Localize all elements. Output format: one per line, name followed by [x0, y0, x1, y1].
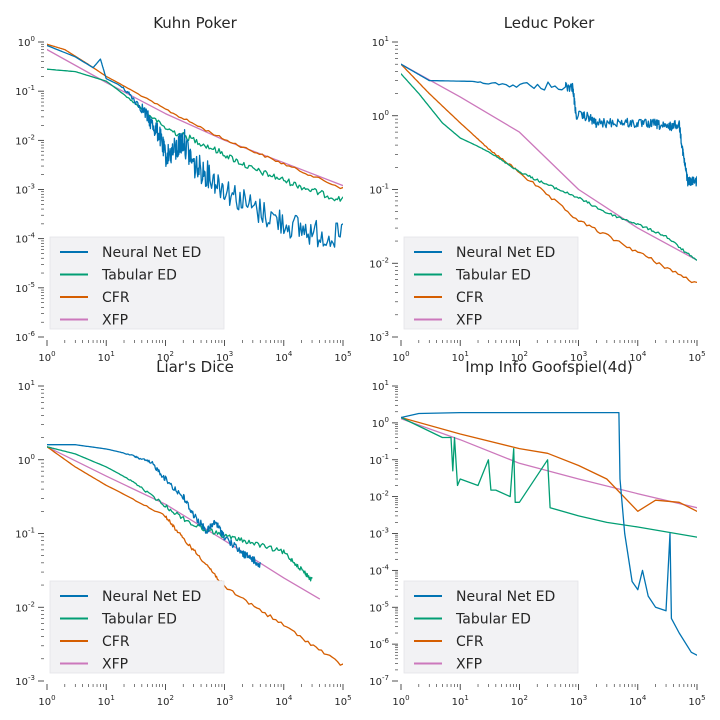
y-tick-label: 100: [372, 109, 389, 123]
series-line-tabular: [47, 68, 343, 202]
x-tick-label: 103: [570, 350, 587, 364]
x-tick-label: 103: [216, 694, 233, 708]
y-tick-label: 10-1: [15, 527, 35, 541]
legend-label-xfp: XFP: [102, 657, 128, 673]
chart-panel-1: Kuhn Poker 100 101 102 103 104 105 10-6 10-5 10-4…: [15, 14, 351, 364]
x-tick-label: 101: [98, 350, 115, 364]
legend-label-tabular: Tabular ED: [101, 268, 177, 284]
y-tick-label: 10-5: [369, 600, 389, 614]
y-tick-label: 10-4: [15, 232, 35, 246]
x-tick-label: 104: [275, 350, 293, 364]
series-line-cfr: [401, 416, 697, 512]
chart-panel-4: Imp Info Goofspiel(4d) 100 101 102 103 104 105…: [369, 358, 705, 708]
y-tick-label: 101: [18, 379, 35, 393]
x-tick-label: 102: [511, 350, 528, 364]
x-tick-label: 104: [629, 694, 647, 708]
series-line-cfr: [47, 446, 343, 666]
chart-panel-3: Liar's Dice 100 101 102 103 104 105 10-3 10-2 10-…: [15, 358, 351, 708]
x-tick-label: 105: [688, 694, 705, 708]
series-line-neural: [401, 63, 697, 187]
x-tick-label: 104: [275, 694, 293, 708]
y-tick-label: 10-1: [369, 183, 389, 197]
x-tick-label: 100: [392, 350, 409, 364]
series-line-xfp: [47, 446, 321, 600]
y-tick-label: 10-3: [369, 330, 389, 344]
legend-label-xfp: XFP: [456, 657, 482, 673]
x-tick-label: 103: [570, 694, 587, 708]
x-tick-label: 102: [511, 694, 528, 708]
y-tick-label: 10-3: [15, 183, 35, 197]
legend-label-cfr: CFR: [456, 290, 484, 306]
legend-label-cfr: CFR: [456, 634, 484, 650]
legend-label-tabular: Tabular ED: [455, 612, 531, 628]
legend-label-neural: Neural Net ED: [102, 245, 201, 261]
legend-label-neural: Neural Net ED: [456, 245, 555, 261]
x-tick-label: 100: [38, 694, 55, 708]
series-line-neural: [47, 44, 343, 248]
chart-title: Imp Info Goofspiel(4d): [465, 358, 632, 376]
y-tick-label: 10-1: [15, 84, 35, 98]
x-tick-label: 103: [216, 350, 233, 364]
y-tick-label: 101: [372, 35, 389, 49]
x-tick-label: 101: [452, 350, 469, 364]
x-tick-label: 104: [629, 350, 647, 364]
series-line-neural: [401, 411, 697, 656]
y-tick-label: 10-2: [15, 133, 35, 147]
chart-title: Kuhn Poker: [153, 14, 237, 32]
chart-title: Liar's Dice: [156, 358, 234, 376]
legend-label-neural: Neural Net ED: [102, 589, 201, 605]
x-tick-label: 102: [157, 350, 174, 364]
x-tick-label: 102: [157, 694, 174, 708]
y-tick-label: 100: [18, 35, 35, 49]
y-tick-label: 100: [18, 453, 35, 467]
y-tick-label: 10-6: [15, 330, 35, 344]
series-line-tabular: [401, 416, 697, 538]
y-tick-label: 10-2: [369, 256, 389, 270]
series-line-xfp: [401, 418, 697, 509]
x-tick-label: 105: [688, 350, 705, 364]
y-tick-label: 100: [372, 416, 389, 430]
y-tick-label: 10-3: [15, 674, 35, 688]
y-tick-label: 10-1: [369, 453, 389, 467]
x-tick-label: 101: [98, 694, 115, 708]
y-tick-label: 10-4: [369, 563, 389, 577]
x-tick-label: 105: [334, 350, 351, 364]
y-tick-label: 10-3: [369, 527, 389, 541]
y-tick-label: 10-6: [369, 637, 389, 651]
chart-title: Leduc Poker: [504, 14, 595, 32]
legend-label-tabular: Tabular ED: [101, 612, 177, 628]
series-line-xfp: [401, 63, 697, 261]
y-tick-label: 10-2: [369, 490, 389, 504]
x-tick-label: 101: [452, 694, 469, 708]
legend-label-tabular: Tabular ED: [455, 268, 531, 284]
x-tick-label: 100: [38, 350, 55, 364]
legend-label-xfp: XFP: [456, 313, 482, 329]
series-line-tabular: [47, 446, 313, 582]
legend-label-cfr: CFR: [102, 634, 130, 650]
legend-label-neural: Neural Net ED: [456, 589, 555, 605]
y-tick-label: 10-7: [369, 674, 389, 688]
y-tick-label: 10-5: [15, 281, 35, 295]
y-tick-label: 101: [372, 379, 389, 393]
y-tick-label: 10-2: [15, 600, 35, 614]
x-tick-label: 105: [334, 694, 351, 708]
legend-label-xfp: XFP: [102, 313, 128, 329]
series-line-neural: [47, 444, 261, 568]
series-line-xfp: [47, 48, 343, 187]
x-tick-label: 100: [392, 694, 409, 708]
series-line-cfr: [47, 43, 343, 190]
legend-label-cfr: CFR: [102, 290, 130, 306]
series-line-tabular: [401, 73, 697, 261]
chart-panel-2: Leduc Poker 100 101 102 103 104 105 10-3 10-2 10-…: [369, 14, 705, 364]
